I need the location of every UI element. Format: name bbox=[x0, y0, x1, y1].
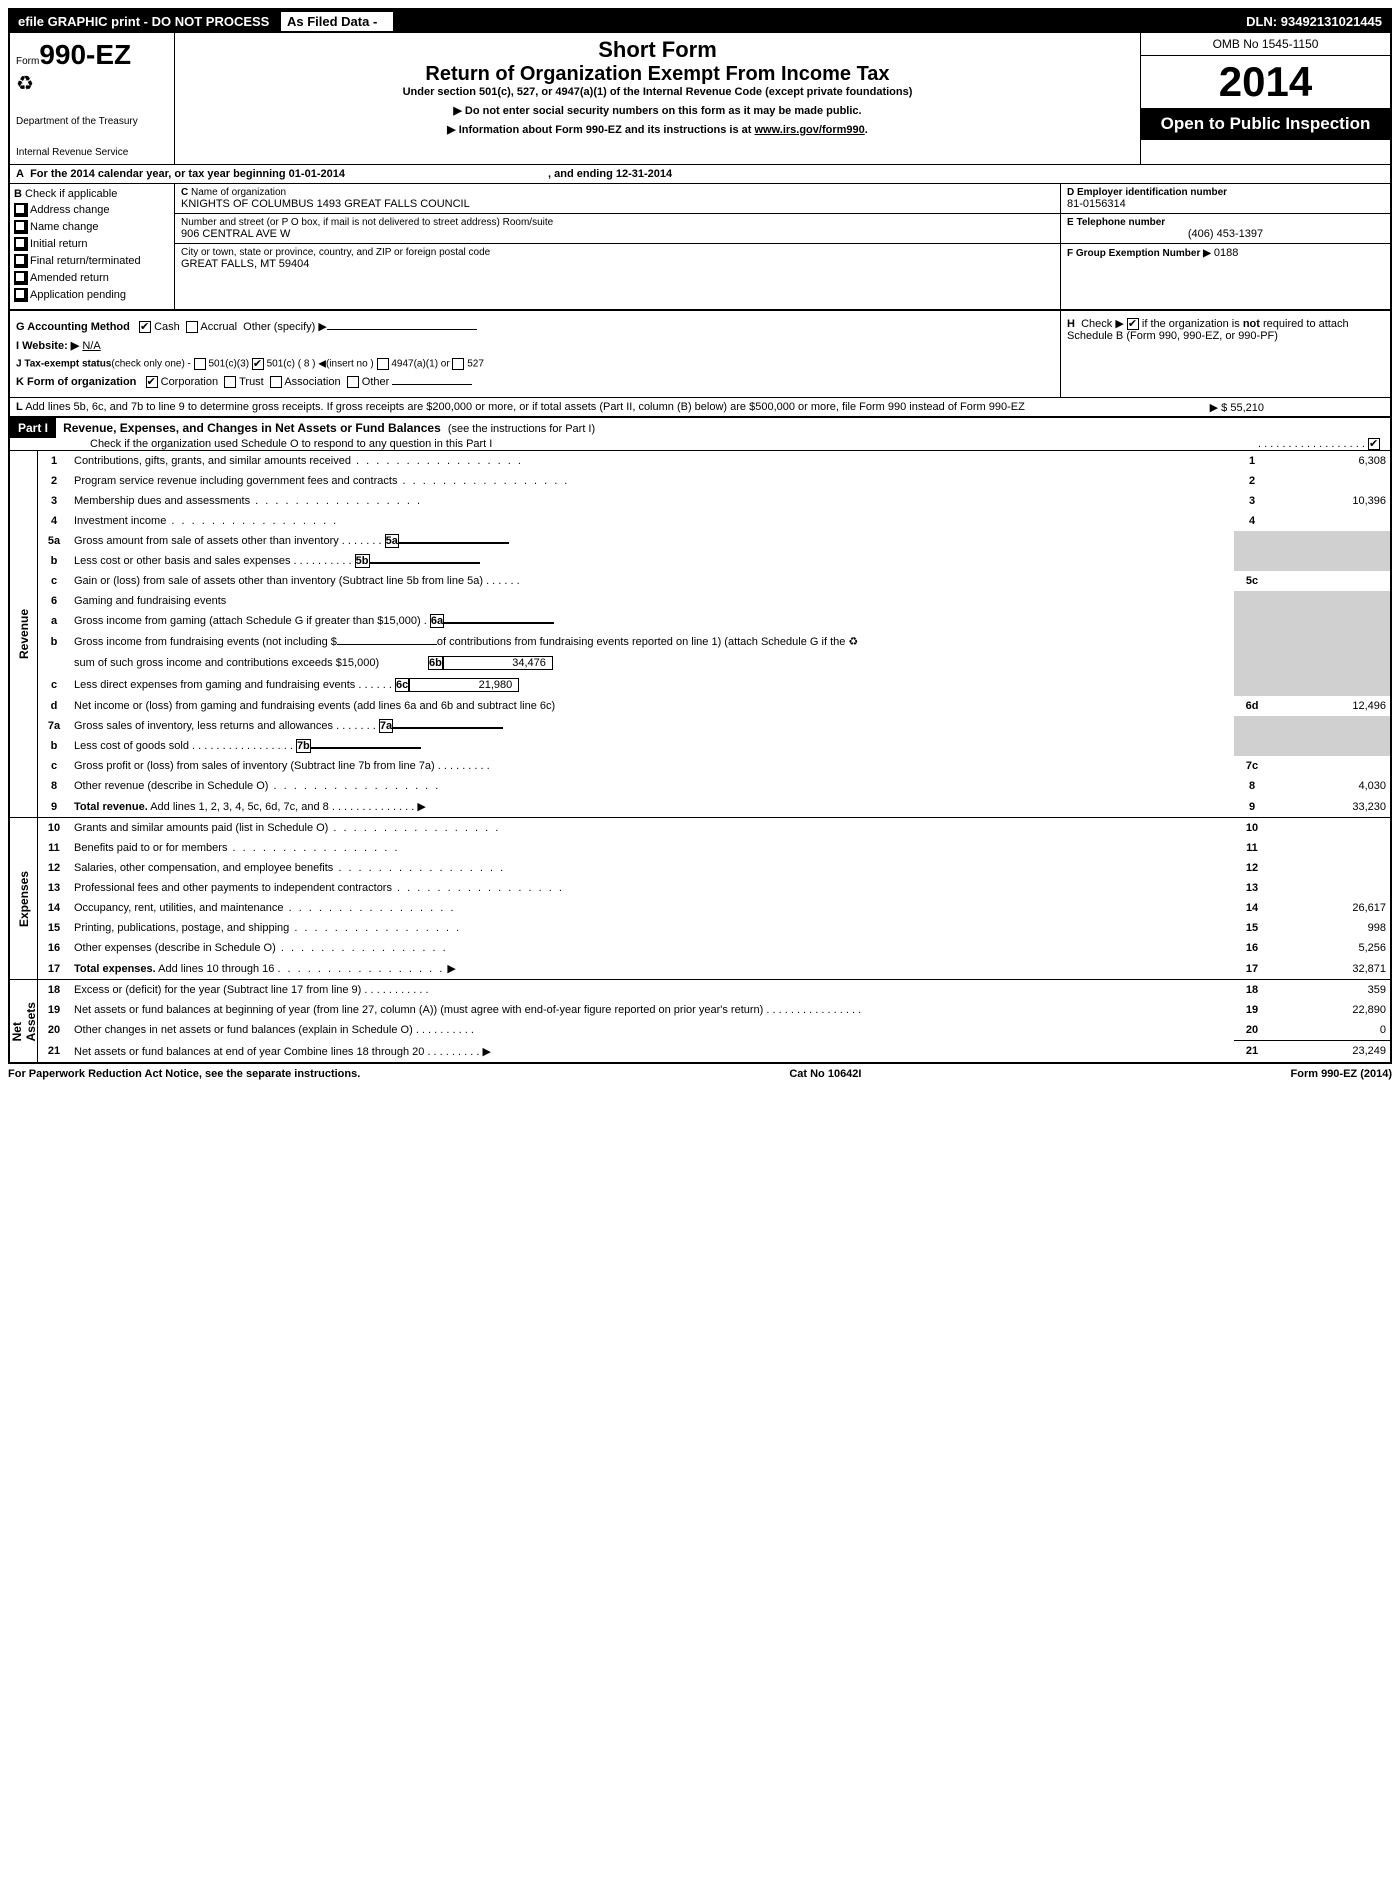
form-word: Form bbox=[16, 56, 39, 67]
netassets-section: Net Assets 18Excess or (deficit) for the… bbox=[10, 979, 1390, 1062]
cb-final[interactable] bbox=[14, 254, 28, 268]
line19-val: 22,890 bbox=[1270, 1000, 1390, 1020]
title-cell: Short Form Return of Organization Exempt… bbox=[175, 33, 1140, 164]
section-l: L Add lines 5b, 6c, and 7b to line 9 to … bbox=[10, 397, 1390, 416]
netassets-table: 18Excess or (deficit) for the year (Subt… bbox=[38, 980, 1390, 1062]
org-city: GREAT FALLS, MT 59404 bbox=[181, 258, 1054, 270]
as-filed: As Filed Data - bbox=[281, 12, 393, 31]
form-name-cell: Form990-EZ ♻ Department of the Treasury … bbox=[10, 33, 175, 164]
dln-value: 93492131021445 bbox=[1281, 14, 1382, 29]
section-h: H Check ▶ if the organization is not req… bbox=[1060, 311, 1390, 397]
line9-val: 33,230 bbox=[1270, 796, 1390, 817]
cb-pending[interactable] bbox=[14, 288, 28, 302]
dept-treasury: Department of the Treasury bbox=[16, 116, 168, 127]
org-street: 906 CENTRAL AVE W bbox=[181, 228, 1054, 240]
cb-h[interactable] bbox=[1127, 318, 1139, 330]
revenue-section: Revenue 1Contributions, gifts, grants, a… bbox=[10, 451, 1390, 817]
section-k: K Form of organization Corporation Trust… bbox=[16, 373, 1054, 391]
form-number: 990-EZ bbox=[39, 39, 131, 70]
line20-val: 0 bbox=[1270, 1020, 1390, 1041]
ein: 81-0156314 bbox=[1067, 198, 1384, 210]
section-j: J Tax-exempt status(check only one) - 50… bbox=[16, 355, 1054, 373]
group-exemption: 0188 bbox=[1214, 247, 1238, 259]
cb-cash[interactable] bbox=[139, 321, 151, 333]
dln-label: DLN: bbox=[1246, 14, 1277, 29]
phone: (406) 453-1397 bbox=[1067, 228, 1384, 240]
line3-val: 10,396 bbox=[1270, 491, 1390, 511]
g-h-row: G Accounting Method Cash Accrual Other (… bbox=[10, 310, 1390, 397]
subtitle: Under section 501(c), 527, or 4947(a)(1)… bbox=[185, 86, 1130, 98]
cb-address[interactable] bbox=[14, 203, 28, 217]
tax-year: 2014 bbox=[1141, 56, 1390, 108]
revenue-table: 1Contributions, gifts, grants, and simil… bbox=[38, 451, 1390, 817]
year-cell: OMB No 1545-1150 2014 Open to Public Ins… bbox=[1140, 33, 1390, 164]
expenses-table: 10Grants and similar amounts paid (list … bbox=[38, 818, 1390, 979]
section-b: B Check if applicable Address change Nam… bbox=[10, 184, 175, 309]
line21-val: 23,249 bbox=[1270, 1041, 1390, 1062]
line18-val: 359 bbox=[1270, 980, 1390, 1000]
mid-section: B Check if applicable Address change Nam… bbox=[10, 184, 1390, 310]
paperwork-notice: For Paperwork Reduction Act Notice, see … bbox=[8, 1068, 360, 1080]
form-ref: Form 990-EZ (2014) bbox=[1291, 1068, 1392, 1080]
line6c-val: 21,980 bbox=[409, 678, 519, 692]
line1-val: 6,308 bbox=[1270, 451, 1390, 471]
gross-receipts: $ 55,210 bbox=[1221, 402, 1264, 414]
irs: Internal Revenue Service bbox=[16, 147, 168, 158]
part1-header: Part I Revenue, Expenses, and Changes in… bbox=[10, 416, 1390, 451]
section-i: I Website: ▶ N/A bbox=[16, 336, 1054, 355]
cb-527[interactable] bbox=[452, 358, 464, 370]
note-ssn: ▶ Do not enter social security numbers o… bbox=[185, 104, 1130, 117]
line6d-val: 12,496 bbox=[1270, 696, 1390, 716]
cb-501c3[interactable] bbox=[194, 358, 206, 370]
cb-name[interactable] bbox=[14, 220, 28, 234]
cat-no: Cat No 10642I bbox=[789, 1068, 861, 1080]
note-info: ▶ Information about Form 990-EZ and its … bbox=[185, 123, 1130, 136]
line17-val: 32,871 bbox=[1270, 958, 1390, 979]
org-name: KNIGHTS OF COLUMBUS 1493 GREAT FALLS COU… bbox=[181, 198, 1054, 210]
right-info: D Employer identification number 81-0156… bbox=[1060, 184, 1390, 309]
omb: OMB No 1545-1150 bbox=[1141, 33, 1390, 56]
form-990ez: efile GRAPHIC print - DO NOT PROCESS As … bbox=[8, 8, 1392, 1064]
cb-schedo[interactable] bbox=[1368, 438, 1380, 450]
cb-amended[interactable] bbox=[14, 271, 28, 285]
cb-trust[interactable] bbox=[224, 376, 236, 388]
cb-4947[interactable] bbox=[377, 358, 389, 370]
line6b-val: 34,476 bbox=[443, 656, 553, 670]
expenses-section: Expenses 10Grants and similar amounts pa… bbox=[10, 817, 1390, 979]
cb-other[interactable] bbox=[347, 376, 359, 388]
line15-val: 998 bbox=[1270, 918, 1390, 938]
top-black-bar: efile GRAPHIC print - DO NOT PROCESS As … bbox=[10, 10, 1390, 33]
title-section: Form990-EZ ♻ Department of the Treasury … bbox=[10, 33, 1390, 165]
section-c: C Name of organization KNIGHTS OF COLUMB… bbox=[175, 184, 1060, 309]
cb-initial[interactable] bbox=[14, 237, 28, 251]
line8-val: 4,030 bbox=[1270, 776, 1390, 796]
recycle-icon: ♻ bbox=[16, 71, 168, 96]
open-public: Open to Public Inspection bbox=[1141, 108, 1390, 140]
line14-val: 26,617 bbox=[1270, 898, 1390, 918]
efile-text: efile GRAPHIC print - DO NOT PROCESS bbox=[18, 14, 269, 29]
footer: For Paperwork Reduction Act Notice, see … bbox=[8, 1064, 1392, 1084]
cb-accrual[interactable] bbox=[186, 321, 198, 333]
row-a: A For the 2014 calendar year, or tax yea… bbox=[10, 165, 1390, 184]
line16-val: 5,256 bbox=[1270, 938, 1390, 958]
cb-501c[interactable] bbox=[252, 358, 264, 370]
section-g: G Accounting Method Cash Accrual Other (… bbox=[16, 317, 1054, 336]
cb-corp[interactable] bbox=[146, 376, 158, 388]
main-title: Return of Organization Exempt From Incom… bbox=[185, 63, 1130, 86]
short-form: Short Form bbox=[185, 37, 1130, 63]
irs-link[interactable]: www.irs.gov/form990 bbox=[755, 124, 865, 136]
cb-assoc[interactable] bbox=[270, 376, 282, 388]
